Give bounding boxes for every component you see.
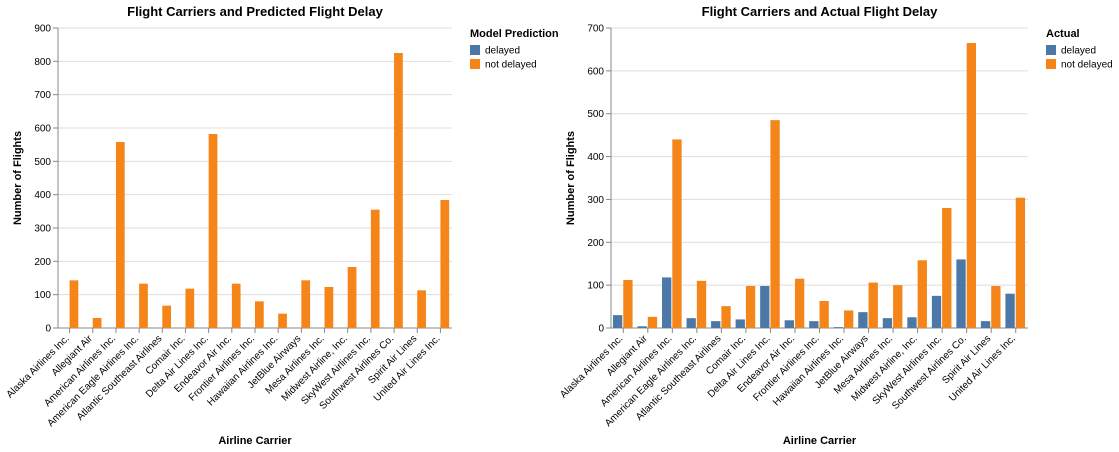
bar-not-delayed-5 [745,286,756,328]
legend-swatch-delayed [1046,45,1056,55]
bar-not-delayed-9 [278,313,287,328]
bar-not-delayed-12 [917,260,927,328]
legend: Actual delayed not delayed [1046,28,1113,71]
y-tick-label: 200 [34,257,51,268]
y-tick-label: 300 [34,224,51,235]
bar-not-delayed-14 [394,53,403,328]
chart-title: Flight Carriers and Actual Flight Delay [702,4,938,19]
legend-label-delayed: delayed [1061,46,1096,57]
bar-not-delayed-16 [440,200,450,328]
y-tick-label: 400 [587,152,604,163]
bar-not-delayed-3 [139,283,148,328]
bar-not-delayed-15 [991,286,1001,328]
y-tick-label: 100 [587,281,604,292]
bar-delayed-8 [809,321,819,328]
bar-not-delayed-11 [324,287,334,328]
bar-delayed-2 [662,277,672,328]
bar-not-delayed-4 [162,305,172,328]
bar-delayed-13 [931,295,942,328]
bar-delayed-3 [686,318,696,328]
bar-not-delayed-6 [208,134,218,328]
chart-2: Flight Carriers and Actual Flight Delay 0… [558,4,1112,447]
y-tick-label: 600 [34,124,51,135]
y-axis-title: Number of Flights [12,131,24,225]
bar-delayed-11 [882,318,893,328]
bar-delayed-1 [637,326,647,328]
legend-swatch-not-delayed [470,59,480,69]
bar-not-delayed-16 [1015,197,1026,328]
bar-not-delayed-13 [370,209,380,328]
y-tick-label: 0 [598,324,604,335]
x-axis-title: Airline Carrier [783,435,857,447]
bar-not-delayed-10 [301,280,311,328]
bar-not-delayed-2 [672,139,682,328]
bar-delayed-16 [1005,293,1015,328]
y-tick-label: 700 [34,90,51,101]
y-tick-label: 700 [587,24,604,35]
bar-not-delayed-15 [417,290,426,328]
bar-delayed-10 [858,312,868,328]
bar-not-delayed-0 [623,280,633,328]
y-tick-label: 500 [587,109,604,120]
bar-not-delayed-6 [770,120,780,329]
bar-not-delayed-5 [185,288,195,328]
bar-delayed-12 [907,317,917,328]
legend-swatch-delayed [470,45,480,55]
bar-not-delayed-7 [794,278,805,328]
legend-title: Model Prediction [470,28,559,40]
bar-not-delayed-13 [942,208,952,328]
bar-not-delayed-1 [92,318,102,328]
bar-delayed-14 [956,259,966,328]
bar-not-delayed-12 [347,267,357,328]
bar-not-delayed-14 [966,43,976,328]
bar-delayed-4 [711,321,721,328]
legend-label-not-delayed: not delayed [1061,60,1113,71]
bar-not-delayed-4 [721,306,731,328]
x-axis-title: Airline Carrier [218,435,292,447]
bar-delayed-15 [980,321,991,328]
chart-title: Flight Carriers and Predicted Flight Del… [127,4,383,19]
legend-label-delayed: delayed [485,46,520,57]
bar-delayed-5 [735,319,745,328]
y-tick-label: 600 [587,66,604,77]
legend-label-not-delayed: not delayed [485,60,537,71]
bar-not-delayed-0 [69,280,79,328]
bar-delayed-0 [612,315,623,328]
legend-title: Actual [1046,28,1080,40]
bar-not-delayed-8 [255,301,264,328]
chart-1: Flight Carriers and Predicted Flight Del… [5,4,559,447]
y-tick-label: 500 [34,157,51,168]
bar-delayed-7 [784,320,794,328]
legend: Model Prediction delayed not delayed [470,28,559,71]
bar-delayed-6 [760,286,770,328]
y-tick-label: 400 [34,190,51,201]
y-tick-label: 300 [587,195,604,206]
bar-not-delayed-8 [819,301,829,328]
bar-not-delayed-11 [893,285,903,328]
y-tick-label: 0 [45,324,51,335]
bar-not-delayed-7 [231,283,241,328]
bar-not-delayed-2 [115,142,125,328]
y-tick-label: 900 [34,24,51,35]
bar-delayed-9 [833,327,844,328]
bar-not-delayed-10 [868,282,878,328]
y-tick-label: 800 [34,57,51,68]
y-axis-title: Number of Flights [565,131,577,225]
y-tick-label: 100 [34,290,51,301]
bar-not-delayed-1 [647,316,658,328]
legend-swatch-not-delayed [1046,59,1056,69]
bar-not-delayed-9 [844,310,854,328]
y-tick-label: 200 [587,238,604,249]
bar-not-delayed-3 [696,280,707,328]
